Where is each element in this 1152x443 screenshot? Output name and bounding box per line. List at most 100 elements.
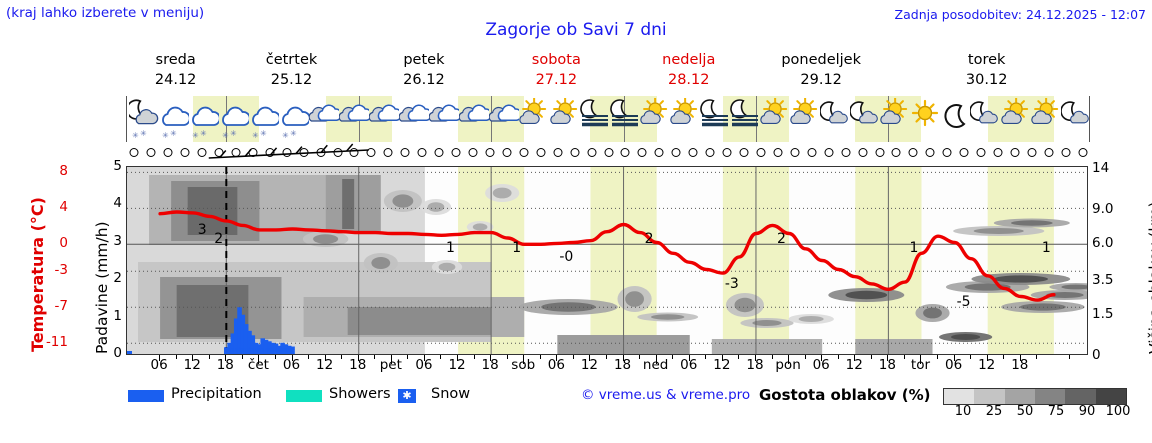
sun-cloud-icon — [519, 96, 549, 140]
cloud-snow-icon: ✳ ✳ — [219, 98, 251, 140]
x-axis-label: 06 — [812, 357, 830, 373]
temperature-tick-label: 0 — [59, 235, 68, 252]
temperature-axis-title: Temperatura (°C) — [6, 168, 47, 354]
x-axis-minor-tick — [639, 355, 641, 359]
x-axis-label: 12 — [713, 357, 731, 373]
copyright-link[interactable]: © vreme.us & vreme.pro — [581, 387, 751, 403]
x-axis-minor-tick — [804, 355, 806, 359]
wind-calm-symbol — [875, 148, 885, 157]
cloud-snow-icon: ✳ ✳ — [279, 98, 311, 140]
svg-text:✳: ✳ — [140, 129, 147, 138]
svg-text:✳: ✳ — [257, 347, 262, 354]
density-swatch-1 — [974, 389, 1005, 404]
svg-text:✳: ✳ — [260, 347, 265, 354]
x-axis-tick — [986, 355, 988, 361]
day-name: ponedeljek — [781, 52, 861, 68]
x-axis-minor-tick — [374, 355, 376, 359]
location-menu-hint[interactable]: (kraj lahko izberete v meniju) — [6, 5, 205, 21]
wind-calm-symbol — [942, 148, 952, 157]
wind-calm-symbol — [671, 148, 681, 157]
moon-icon — [940, 98, 970, 140]
temperature-point-label: 1 — [446, 240, 455, 257]
wind-calm-symbol — [756, 148, 766, 157]
svg-text:✳: ✳ — [247, 347, 252, 354]
precipitation-axis-title: Padavine (mm/h) — [72, 168, 111, 354]
wind-calm-symbol — [400, 148, 410, 157]
x-axis-minor-tick — [672, 355, 674, 359]
moon-fog-icon — [609, 98, 640, 140]
x-axis-minor-tick — [837, 355, 839, 359]
wind-calm-symbol — [773, 148, 783, 157]
temperature-point-label: 2 — [777, 231, 786, 248]
density-swatch-2 — [1004, 389, 1035, 404]
wind-calm-symbol — [722, 148, 732, 157]
precipitation-tick-label: 5 — [113, 158, 122, 174]
temperature-point-label: 1 — [512, 240, 522, 257]
wind-calm-symbol — [1078, 148, 1088, 157]
x-axis-tick — [225, 355, 227, 361]
x-axis-minor-tick — [274, 355, 276, 359]
precipitation-tick-label: 3 — [113, 232, 122, 249]
precipitation-tick-label: 2 — [113, 270, 122, 287]
x-axis-tick — [1019, 355, 1021, 361]
cloud-icon — [338, 98, 373, 140]
wind-calm-symbol — [434, 148, 444, 157]
sun-cloud-icon — [880, 96, 910, 140]
legend-showers-label: Showers — [329, 386, 391, 402]
x-axis-label: 18 — [349, 357, 367, 373]
wind-calm-symbol — [1027, 148, 1037, 157]
x-axis-minor-tick — [539, 355, 541, 359]
svg-text:✳: ✳ — [200, 129, 207, 138]
density-value-label: 75 — [1047, 404, 1065, 419]
wind-calm-symbol — [502, 148, 512, 157]
day-column-7: torek 30.12 — [887, 50, 1086, 90]
cloud-icon — [488, 98, 523, 140]
day-date: 25.12 — [270, 72, 313, 88]
wind-calm-symbol — [790, 148, 800, 157]
density-swatch-0 — [944, 389, 975, 404]
wind-calm-symbol — [163, 148, 173, 157]
svg-text:✳: ✳ — [280, 347, 285, 354]
sun-cloud-icon — [549, 96, 580, 140]
x-axis-tick — [258, 355, 260, 364]
wind-calm-symbol — [468, 148, 478, 157]
cloud-height-tick-label: 9.0 — [1092, 201, 1114, 218]
temperature-point-label: -5 — [956, 294, 971, 311]
x-axis-tick — [324, 355, 326, 361]
cloud-icon — [368, 98, 403, 140]
svg-text:✳: ✳ — [224, 347, 229, 354]
wind-calm-symbol — [265, 148, 275, 157]
wind-calm-symbol — [705, 148, 715, 157]
day-date: 30.12 — [965, 72, 1008, 88]
temperature-tick-label: 4 — [59, 199, 68, 216]
wind-calm-symbol — [993, 148, 1003, 157]
svg-text:✳: ✳ — [267, 347, 272, 354]
legend-precipitation-label: Precipitation — [171, 386, 262, 402]
cloud-height-tick-label: 14 — [1092, 160, 1110, 176]
legend-snow-label: Snow — [431, 386, 471, 402]
x-axis-minor-tick — [1036, 355, 1038, 359]
x-axis-tick — [423, 355, 425, 361]
svg-text:✳: ✳ — [192, 131, 199, 140]
temperature-tick-label: -11 — [45, 334, 68, 351]
density-value-label: 10 — [954, 404, 972, 419]
x-axis-tick — [655, 355, 657, 364]
svg-text:✳: ✳ — [282, 131, 289, 140]
density-value-label: 100 — [1105, 404, 1131, 419]
svg-text:✳: ✳ — [290, 347, 295, 354]
precipitation-swatch — [128, 390, 164, 402]
cloud-height-tick-label: 6.0 — [1092, 234, 1114, 251]
x-axis-label: čet — [247, 357, 269, 373]
day-header-row: sreda 24.12 četrtek 25.12 petek 26.12 sobota 27… — [126, 50, 1088, 92]
wind-calm-symbol — [925, 148, 935, 157]
x-axis-label: 12 — [580, 357, 599, 373]
temperature-point-label: 2 — [644, 231, 654, 248]
density-swatch-5 — [1095, 389, 1126, 404]
wind-calm-symbol — [891, 148, 901, 157]
x-axis-tick — [821, 355, 823, 361]
density-value-label: 90 — [1078, 404, 1096, 419]
precipitation-tick-label: 0 — [113, 345, 122, 361]
wind-calm-symbol — [485, 148, 495, 157]
wind-calm-symbol — [197, 148, 207, 157]
svg-text:✳: ✳ — [254, 347, 259, 354]
